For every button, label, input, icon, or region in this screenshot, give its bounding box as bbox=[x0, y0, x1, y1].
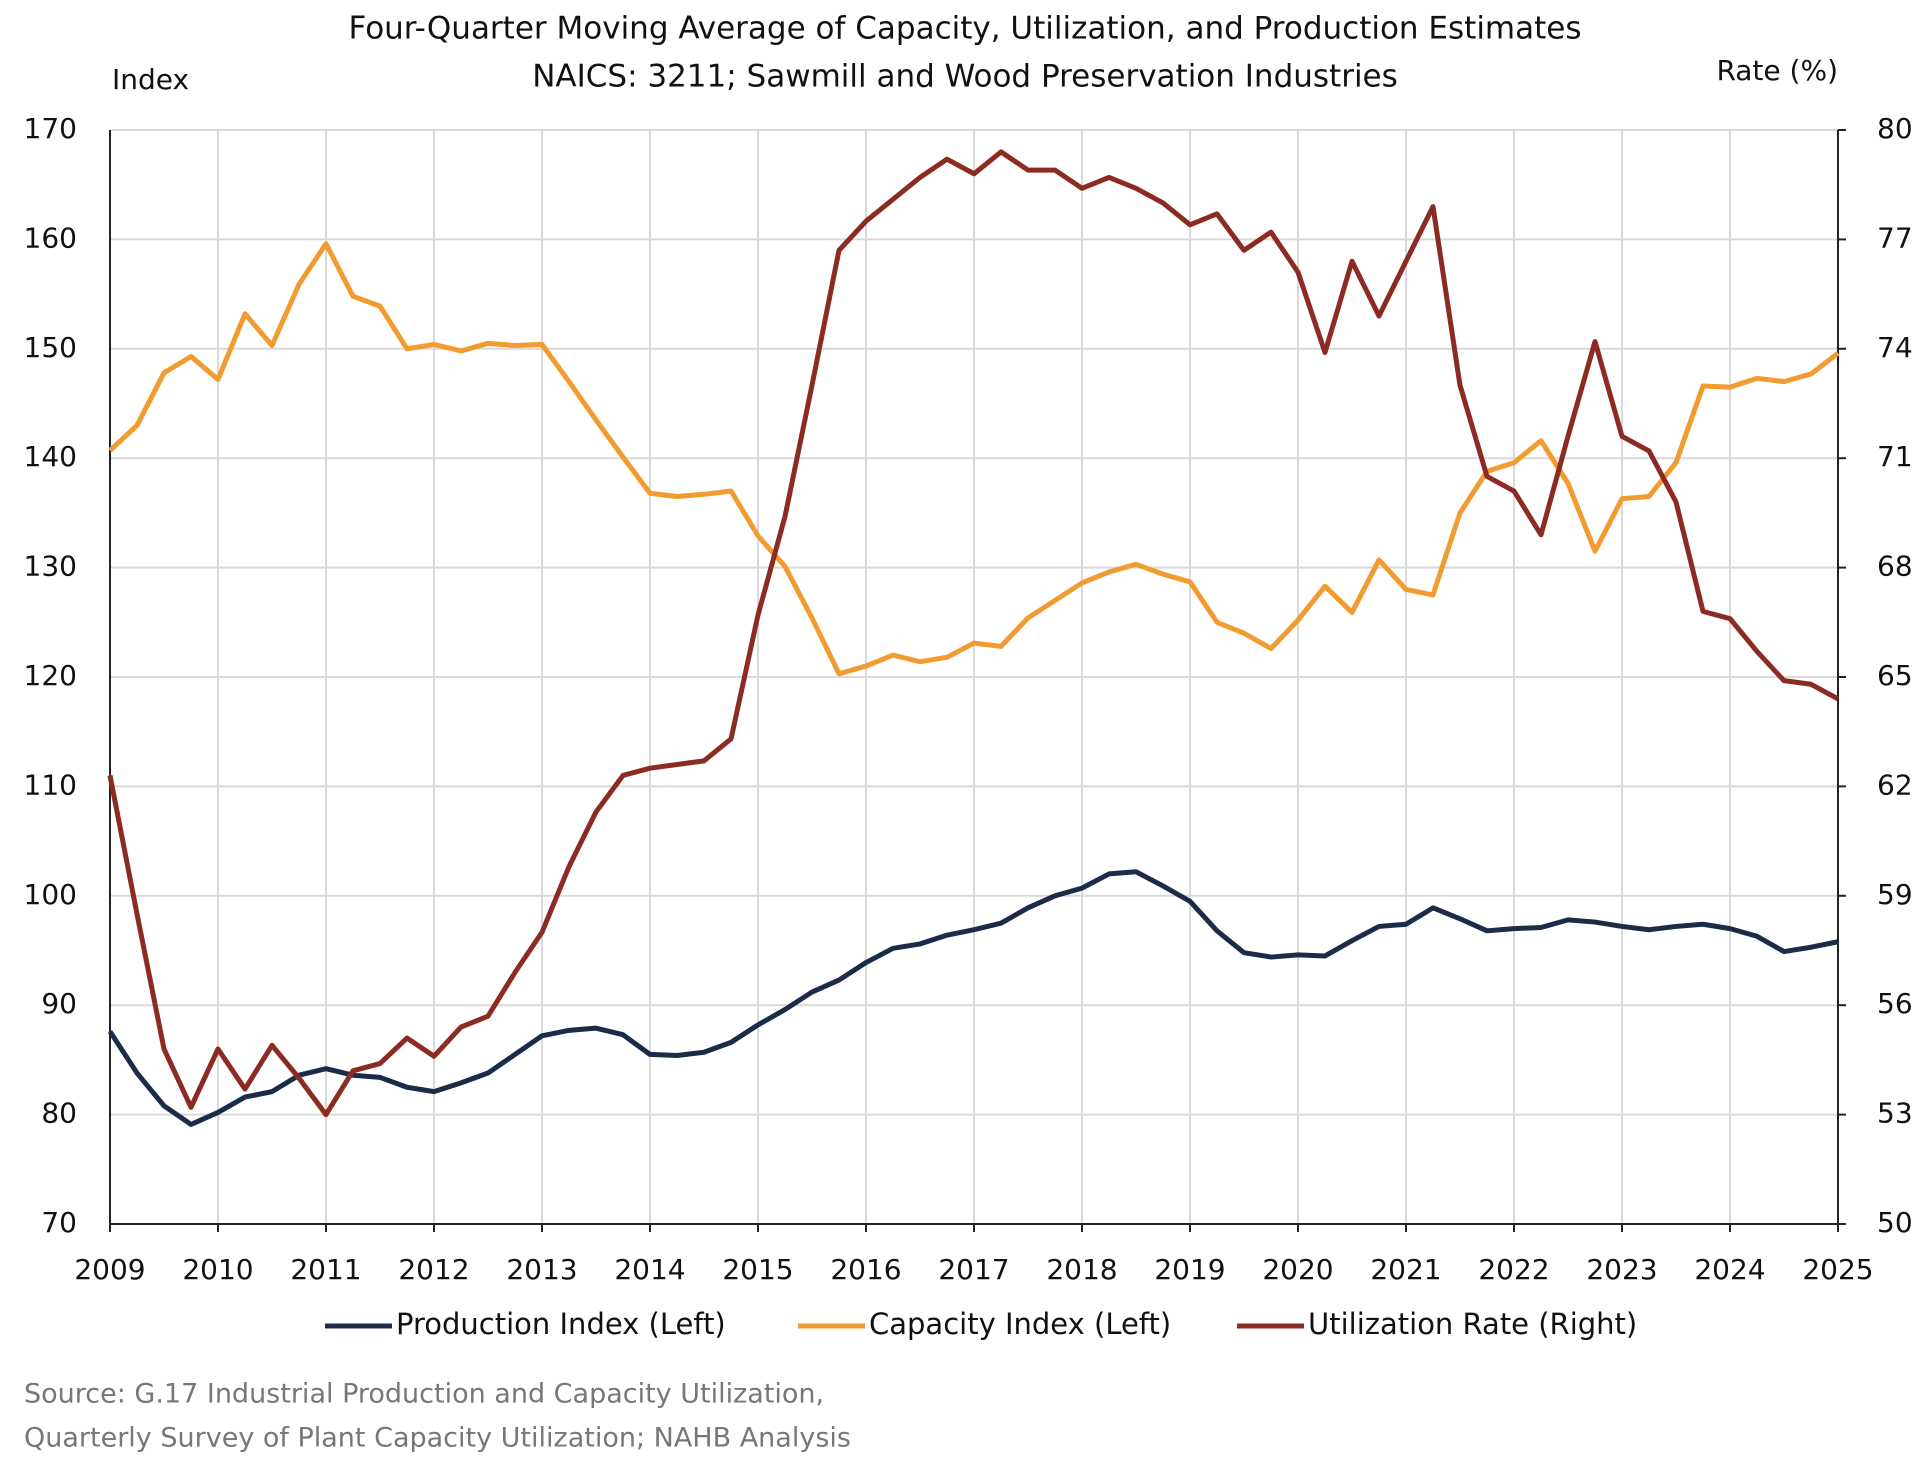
y2-tick-label: 65 bbox=[1877, 659, 1913, 692]
y2-tick-label: 59 bbox=[1877, 878, 1913, 911]
y-tick-label: 160 bbox=[24, 221, 77, 254]
y-axis-label: Index bbox=[112, 63, 189, 96]
x-tick-label: 2017 bbox=[938, 1253, 1009, 1286]
y2-tick-label: 68 bbox=[1877, 550, 1913, 583]
x-tick-label: 2014 bbox=[614, 1253, 685, 1286]
x-tick-label: 2022 bbox=[1478, 1253, 1549, 1286]
x-tick-label: 2021 bbox=[1370, 1253, 1441, 1286]
x-tick-label: 2009 bbox=[74, 1253, 145, 1286]
y-tick-label: 150 bbox=[24, 331, 77, 364]
x-tick-label: 2020 bbox=[1262, 1253, 1333, 1286]
y-tick-label: 110 bbox=[24, 768, 77, 801]
data-line bbox=[107, 869, 1839, 1127]
x-tick-label: 2011 bbox=[290, 1253, 361, 1286]
chart-title: Four-Quarter Moving Average of Capacity,… bbox=[348, 11, 1581, 47]
x-tick-label: 2012 bbox=[398, 1253, 469, 1286]
y2-tick-label: 53 bbox=[1877, 1097, 1913, 1130]
data-line bbox=[107, 149, 1840, 1118]
source-note: Quarterly Survey of Plant Capacity Utili… bbox=[24, 1423, 851, 1454]
y2-tick-label: 77 bbox=[1877, 221, 1913, 254]
y2-tick-label: 62 bbox=[1877, 768, 1913, 801]
y2-tick-label: 56 bbox=[1877, 987, 1913, 1020]
x-tick-label: 2025 bbox=[1802, 1253, 1873, 1286]
y-tick-label: 130 bbox=[24, 550, 77, 583]
x-tick-label: 2015 bbox=[722, 1253, 793, 1286]
y2-tick-label: 71 bbox=[1877, 440, 1913, 473]
y-tick-label: 120 bbox=[24, 659, 77, 692]
source-note: Source: G.17 Industrial Production and C… bbox=[24, 1379, 824, 1410]
data-line bbox=[108, 241, 1840, 677]
y-tick-label: 80 bbox=[41, 1097, 77, 1130]
x-tick-label: 2018 bbox=[1046, 1253, 1117, 1286]
y-tick-label: 140 bbox=[24, 440, 77, 473]
x-tick-label: 2019 bbox=[1154, 1253, 1225, 1286]
y2-tick-label: 74 bbox=[1877, 331, 1913, 364]
x-tick-label: 2023 bbox=[1586, 1253, 1657, 1286]
legend-label: Production Index (Left) bbox=[396, 1307, 726, 1341]
y2-axis-label: Rate (%) bbox=[1716, 54, 1838, 87]
legend-label: Capacity Index (Left) bbox=[869, 1307, 1171, 1341]
chart-subtitle: NAICS: 3211; Sawmill and Wood Preservati… bbox=[532, 59, 1398, 95]
y-tick-label: 100 bbox=[24, 878, 77, 911]
x-tick-label: 2010 bbox=[182, 1253, 253, 1286]
y-tick-label: 90 bbox=[41, 987, 77, 1020]
y2-tick-label: 80 bbox=[1877, 112, 1913, 145]
legend-label: Utilization Rate (Right) bbox=[1308, 1307, 1637, 1341]
y-tick-label: 170 bbox=[24, 112, 77, 145]
x-tick-label: 2016 bbox=[830, 1253, 901, 1286]
x-tick-label: 2013 bbox=[506, 1253, 577, 1286]
y2-tick-label: 50 bbox=[1877, 1206, 1913, 1239]
y-tick-label: 70 bbox=[41, 1206, 77, 1239]
x-tick-label: 2024 bbox=[1694, 1253, 1765, 1286]
